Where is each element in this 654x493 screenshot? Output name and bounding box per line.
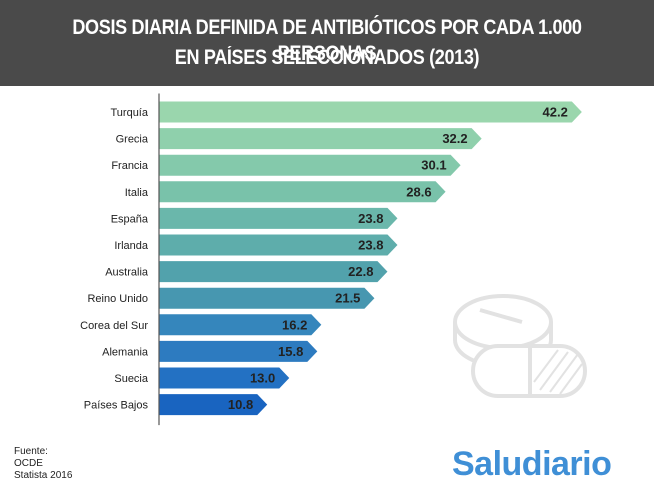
category-label: Corea del Sur xyxy=(80,320,148,332)
category-label: Irlanda xyxy=(114,240,149,252)
value-label: 22.8 xyxy=(348,264,373,279)
bar-francia xyxy=(159,154,461,176)
chart-title-line-2: EN PAÍSES SELECCIONADOS (2013) xyxy=(174,46,480,69)
category-label: Alemania xyxy=(102,346,149,358)
category-label: Italia xyxy=(125,187,149,199)
category-label: Turquía xyxy=(110,107,148,119)
value-label: 16.2 xyxy=(282,317,307,332)
category-label: Reino Unido xyxy=(87,293,148,305)
bar-países-bajos xyxy=(159,394,268,416)
bar-corea-del-sur xyxy=(159,314,322,336)
value-label: 15.8 xyxy=(278,344,303,359)
source-line-2: Statista 2016 xyxy=(14,470,73,481)
brand-logo: Saludiario xyxy=(452,445,612,483)
value-label: 30.1 xyxy=(421,158,446,173)
category-label: España xyxy=(111,213,149,225)
value-label: 13.0 xyxy=(250,371,275,386)
value-label: 42.2 xyxy=(543,105,568,120)
category-label: Países Bajos xyxy=(84,400,149,412)
bar-irlanda xyxy=(159,234,398,256)
value-label: 32.2 xyxy=(442,131,467,146)
category-label: Australia xyxy=(105,267,149,279)
bar-australia xyxy=(159,261,388,283)
chart-title-line-1: DOSIS DIARIA DEFINIDA DE ANTIBIÓTICOS PO… xyxy=(72,16,582,65)
value-label: 23.8 xyxy=(358,211,383,226)
bar-españa xyxy=(159,207,398,229)
pill-icon xyxy=(453,294,587,398)
category-label: Grecia xyxy=(116,134,149,146)
bar-suecia xyxy=(159,367,290,389)
source-note: Fuente: OCDE Statista 2016 xyxy=(14,446,72,482)
value-label: 10.8 xyxy=(228,397,253,412)
bar-italia xyxy=(159,181,446,203)
source-label: Fuente: xyxy=(14,446,48,457)
value-label: 28.6 xyxy=(406,184,431,199)
value-label: 21.5 xyxy=(335,291,360,306)
category-label: Suecia xyxy=(114,373,149,385)
category-label: Francia xyxy=(111,160,149,172)
bar-chart: 42.2 Turquía 32.2 Grecia 30.1 Francia 28.6 Ital… xyxy=(80,93,587,426)
bar-alemania xyxy=(159,340,318,362)
value-label: 23.8 xyxy=(358,238,383,253)
bar-turquía xyxy=(159,101,582,123)
source-line-1: OCDE xyxy=(14,458,43,469)
bar-grecia xyxy=(159,128,482,150)
chart-header: DOSIS DIARIA DEFINIDA DE ANTIBIÓTICOS PO… xyxy=(0,0,654,86)
bar-reino-unido xyxy=(159,287,375,309)
